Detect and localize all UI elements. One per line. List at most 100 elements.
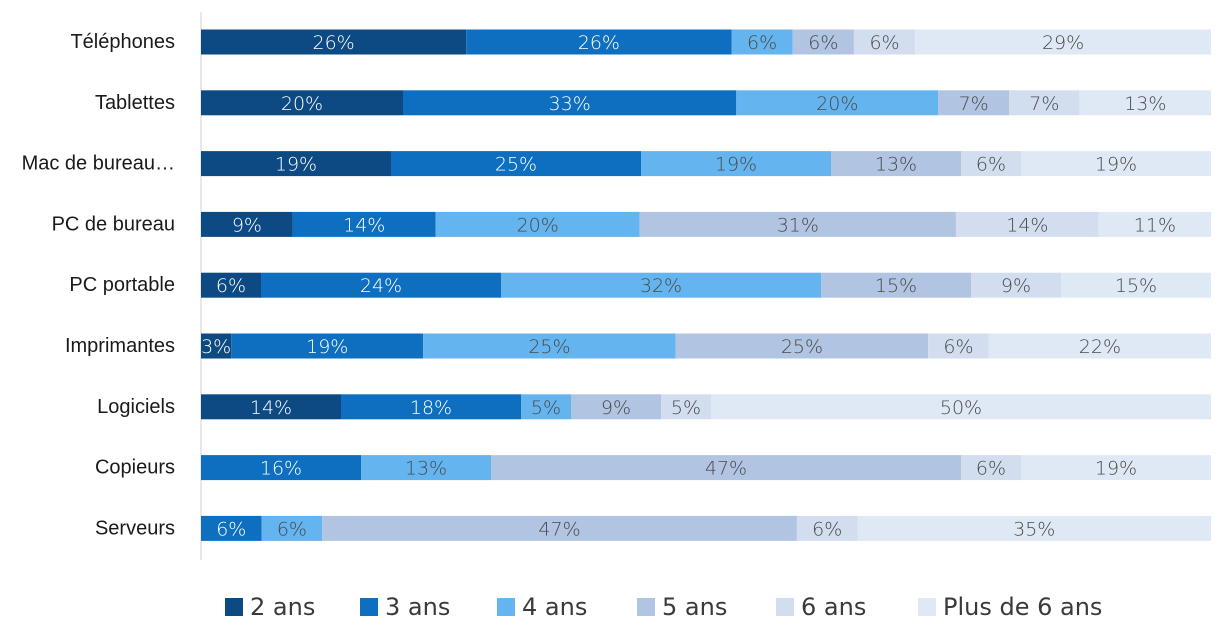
data-label: 6% xyxy=(216,275,246,297)
data-label: 47% xyxy=(538,518,580,540)
bar-segment xyxy=(403,90,737,116)
bar-segment xyxy=(1079,90,1211,116)
data-label: 19% xyxy=(275,154,317,176)
legend-label: 6 ans xyxy=(801,593,866,619)
bar-segment xyxy=(938,90,1009,116)
bar-segment xyxy=(322,515,797,541)
category-label: PC de bureau xyxy=(52,213,175,235)
bar-segment xyxy=(501,272,821,298)
data-label: 7% xyxy=(959,93,989,115)
category-label: PC portable xyxy=(69,274,175,296)
bar-segment xyxy=(961,455,1021,481)
legend-swatch xyxy=(225,598,243,616)
legend-swatch xyxy=(360,598,378,616)
data-label: 5% xyxy=(531,397,561,419)
data-label: 18% xyxy=(410,397,452,419)
data-label: 25% xyxy=(781,336,823,358)
bar-segment xyxy=(928,333,989,359)
data-label: 6% xyxy=(976,458,1006,480)
bar-segment xyxy=(341,394,521,420)
category-label: Imprimantes xyxy=(65,335,175,357)
legend-label: 4 ans xyxy=(522,593,587,619)
category-labels: Téléphones Tablettes Mac de bureau… PC de b… xyxy=(22,31,175,539)
category-label: Tablettes xyxy=(95,92,175,114)
data-label: 11% xyxy=(1134,214,1176,236)
legend-swatch xyxy=(918,598,936,616)
bar-segment xyxy=(796,515,858,541)
bar-segment xyxy=(201,29,467,55)
data-label: 9% xyxy=(601,397,631,419)
data-label: 24% xyxy=(360,275,402,297)
bar-segment xyxy=(201,394,341,420)
bar-segment xyxy=(641,151,831,177)
bar-segment xyxy=(1021,151,1211,177)
bar-segment xyxy=(971,272,1061,298)
data-label: 6% xyxy=(277,518,307,540)
data-label: 14% xyxy=(1006,214,1048,236)
legend-swatch xyxy=(637,598,655,616)
data-label: 7% xyxy=(1029,93,1059,115)
bar-segment xyxy=(261,272,501,298)
data-label: 6% xyxy=(747,32,777,54)
category-label: Mac de bureau… xyxy=(22,153,175,175)
data-label: 16% xyxy=(260,458,302,480)
data-label: 13% xyxy=(875,154,917,176)
legend-swatch xyxy=(776,598,794,616)
data-label: 20% xyxy=(281,93,323,115)
bar-segment xyxy=(201,333,232,359)
data-label: 15% xyxy=(1115,275,1157,297)
bar-segment xyxy=(571,394,661,420)
data-label: 9% xyxy=(232,214,262,236)
data-label: 19% xyxy=(715,154,757,176)
data-label: 25% xyxy=(495,154,537,176)
data-label: 50% xyxy=(940,397,982,419)
data-label: 13% xyxy=(405,458,447,480)
data-label: 14% xyxy=(343,214,385,236)
data-label: 29% xyxy=(1042,32,1084,54)
category-label: Logiciels xyxy=(97,396,175,418)
legend-label: 3 ans xyxy=(385,593,450,619)
bar-segment xyxy=(201,151,391,177)
bar-segment xyxy=(661,394,711,420)
bar-segment xyxy=(491,455,961,481)
bar-segment xyxy=(675,333,929,359)
data-label: 33% xyxy=(549,93,591,115)
bar-segment xyxy=(955,211,1099,237)
data-label: 5% xyxy=(671,397,701,419)
data-label: 22% xyxy=(1079,336,1121,358)
bar-segment xyxy=(988,333,1211,359)
data-label: 6% xyxy=(943,336,973,358)
category-label: Serveurs xyxy=(95,517,175,539)
legend-swatch xyxy=(497,598,515,616)
bar-segment xyxy=(639,211,956,237)
bar-segment xyxy=(201,515,262,541)
bar-segment xyxy=(423,333,676,359)
legend-label: 5 ans xyxy=(662,593,727,619)
bar-segment xyxy=(261,515,323,541)
data-label: 31% xyxy=(777,214,819,236)
bar-segment xyxy=(1021,455,1211,481)
data-label: 26% xyxy=(578,32,620,54)
bar-segment xyxy=(821,272,971,298)
bar-segment xyxy=(731,29,793,55)
bar-segment xyxy=(391,151,641,177)
legend-label: 2 ans xyxy=(250,593,315,619)
data-label: 15% xyxy=(875,275,917,297)
bars: 26% 26% 6% 6% 6% 29% 20% 33% 20% 7% 7% 13% 19% 25% 19%… xyxy=(201,29,1211,541)
bar-segment xyxy=(853,29,916,55)
bar-segment xyxy=(857,515,1211,541)
bar-segment xyxy=(201,272,261,298)
bar-segment xyxy=(521,394,571,420)
data-label: 6% xyxy=(808,32,838,54)
data-label: 20% xyxy=(517,214,559,236)
category-label: Copieurs xyxy=(95,457,175,479)
bar-segment xyxy=(466,29,732,55)
data-label: 6% xyxy=(869,32,899,54)
bar-segment xyxy=(961,151,1021,177)
data-label: 6% xyxy=(976,154,1006,176)
legend-label: Plus de 6 ans xyxy=(943,593,1102,619)
data-label: 19% xyxy=(1095,458,1137,480)
bar-segment xyxy=(831,151,961,177)
bar-segment xyxy=(201,455,361,481)
